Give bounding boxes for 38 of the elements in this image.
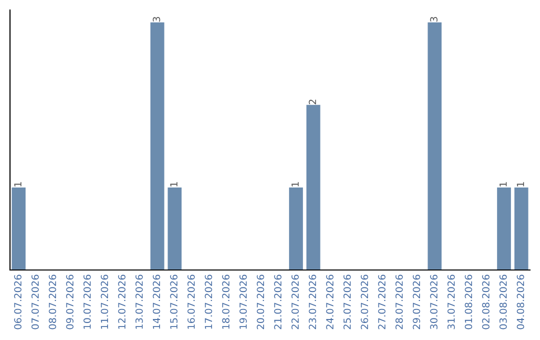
x-tick-label: 15.07.2026 xyxy=(170,274,178,329)
x-tick-label: 21.07.2026 xyxy=(274,274,282,330)
x-tick-label: 29.07.2026 xyxy=(412,274,420,330)
x-tick-label: 14.07.2026 xyxy=(152,274,160,329)
x-tick-label: 04.08.2026 xyxy=(516,274,524,330)
data-label: 2 xyxy=(308,100,316,104)
x-tick-label: 03.08.2026 xyxy=(499,274,507,330)
x-tick-label: 24.07.2026 xyxy=(326,274,334,330)
x-tick-label: 26.07.2026 xyxy=(360,274,368,330)
x-tick-label: 22.07.2026 xyxy=(291,274,299,330)
x-tick-label: 25.07.2026 xyxy=(343,274,351,330)
x-tick-label: 17.07.2026 xyxy=(204,274,212,329)
x-tick-label: 10.07.2026 xyxy=(83,274,91,329)
x-tick-label: 01.08.2026 xyxy=(464,274,472,330)
x-tick-label: 16.07.2026 xyxy=(187,274,195,329)
x-tick-label: 08.07.2026 xyxy=(48,274,56,330)
x-tick-label: 06.07.2026 xyxy=(14,274,22,330)
x-tick-label: 23.07.2026 xyxy=(308,274,316,330)
data-label: 3 xyxy=(152,16,160,22)
x-tick-label: 11.07.2026 xyxy=(100,274,108,329)
x-tick-label: 28.07.2026 xyxy=(395,274,403,330)
x-tick-label: 18.07.2026 xyxy=(222,274,230,329)
data-label: 1 xyxy=(516,182,524,186)
x-tick-label: 19.07.2026 xyxy=(239,274,247,329)
x-tick-label: 30.07.2026 xyxy=(430,274,438,330)
data-label: 1 xyxy=(292,182,299,186)
x-tick-label: 02.08.2026 xyxy=(482,274,490,330)
data-label: 1 xyxy=(170,182,178,186)
data-label: 1 xyxy=(500,182,507,186)
x-tick-label: 13.07.2026 xyxy=(135,274,143,329)
x-tick-label: 07.07.2026 xyxy=(31,274,39,330)
data-label: 1 xyxy=(14,182,22,186)
x-tick-label: 27.07.2026 xyxy=(378,274,386,330)
x-tick-label: 31.07.2026 xyxy=(447,274,455,330)
x-tick-label: 20.07.2026 xyxy=(256,274,264,330)
x-tick-label: 09.07.2026 xyxy=(66,274,74,330)
data-label: 3 xyxy=(430,16,438,22)
x-tick-label: 12.07.2026 xyxy=(118,274,126,329)
